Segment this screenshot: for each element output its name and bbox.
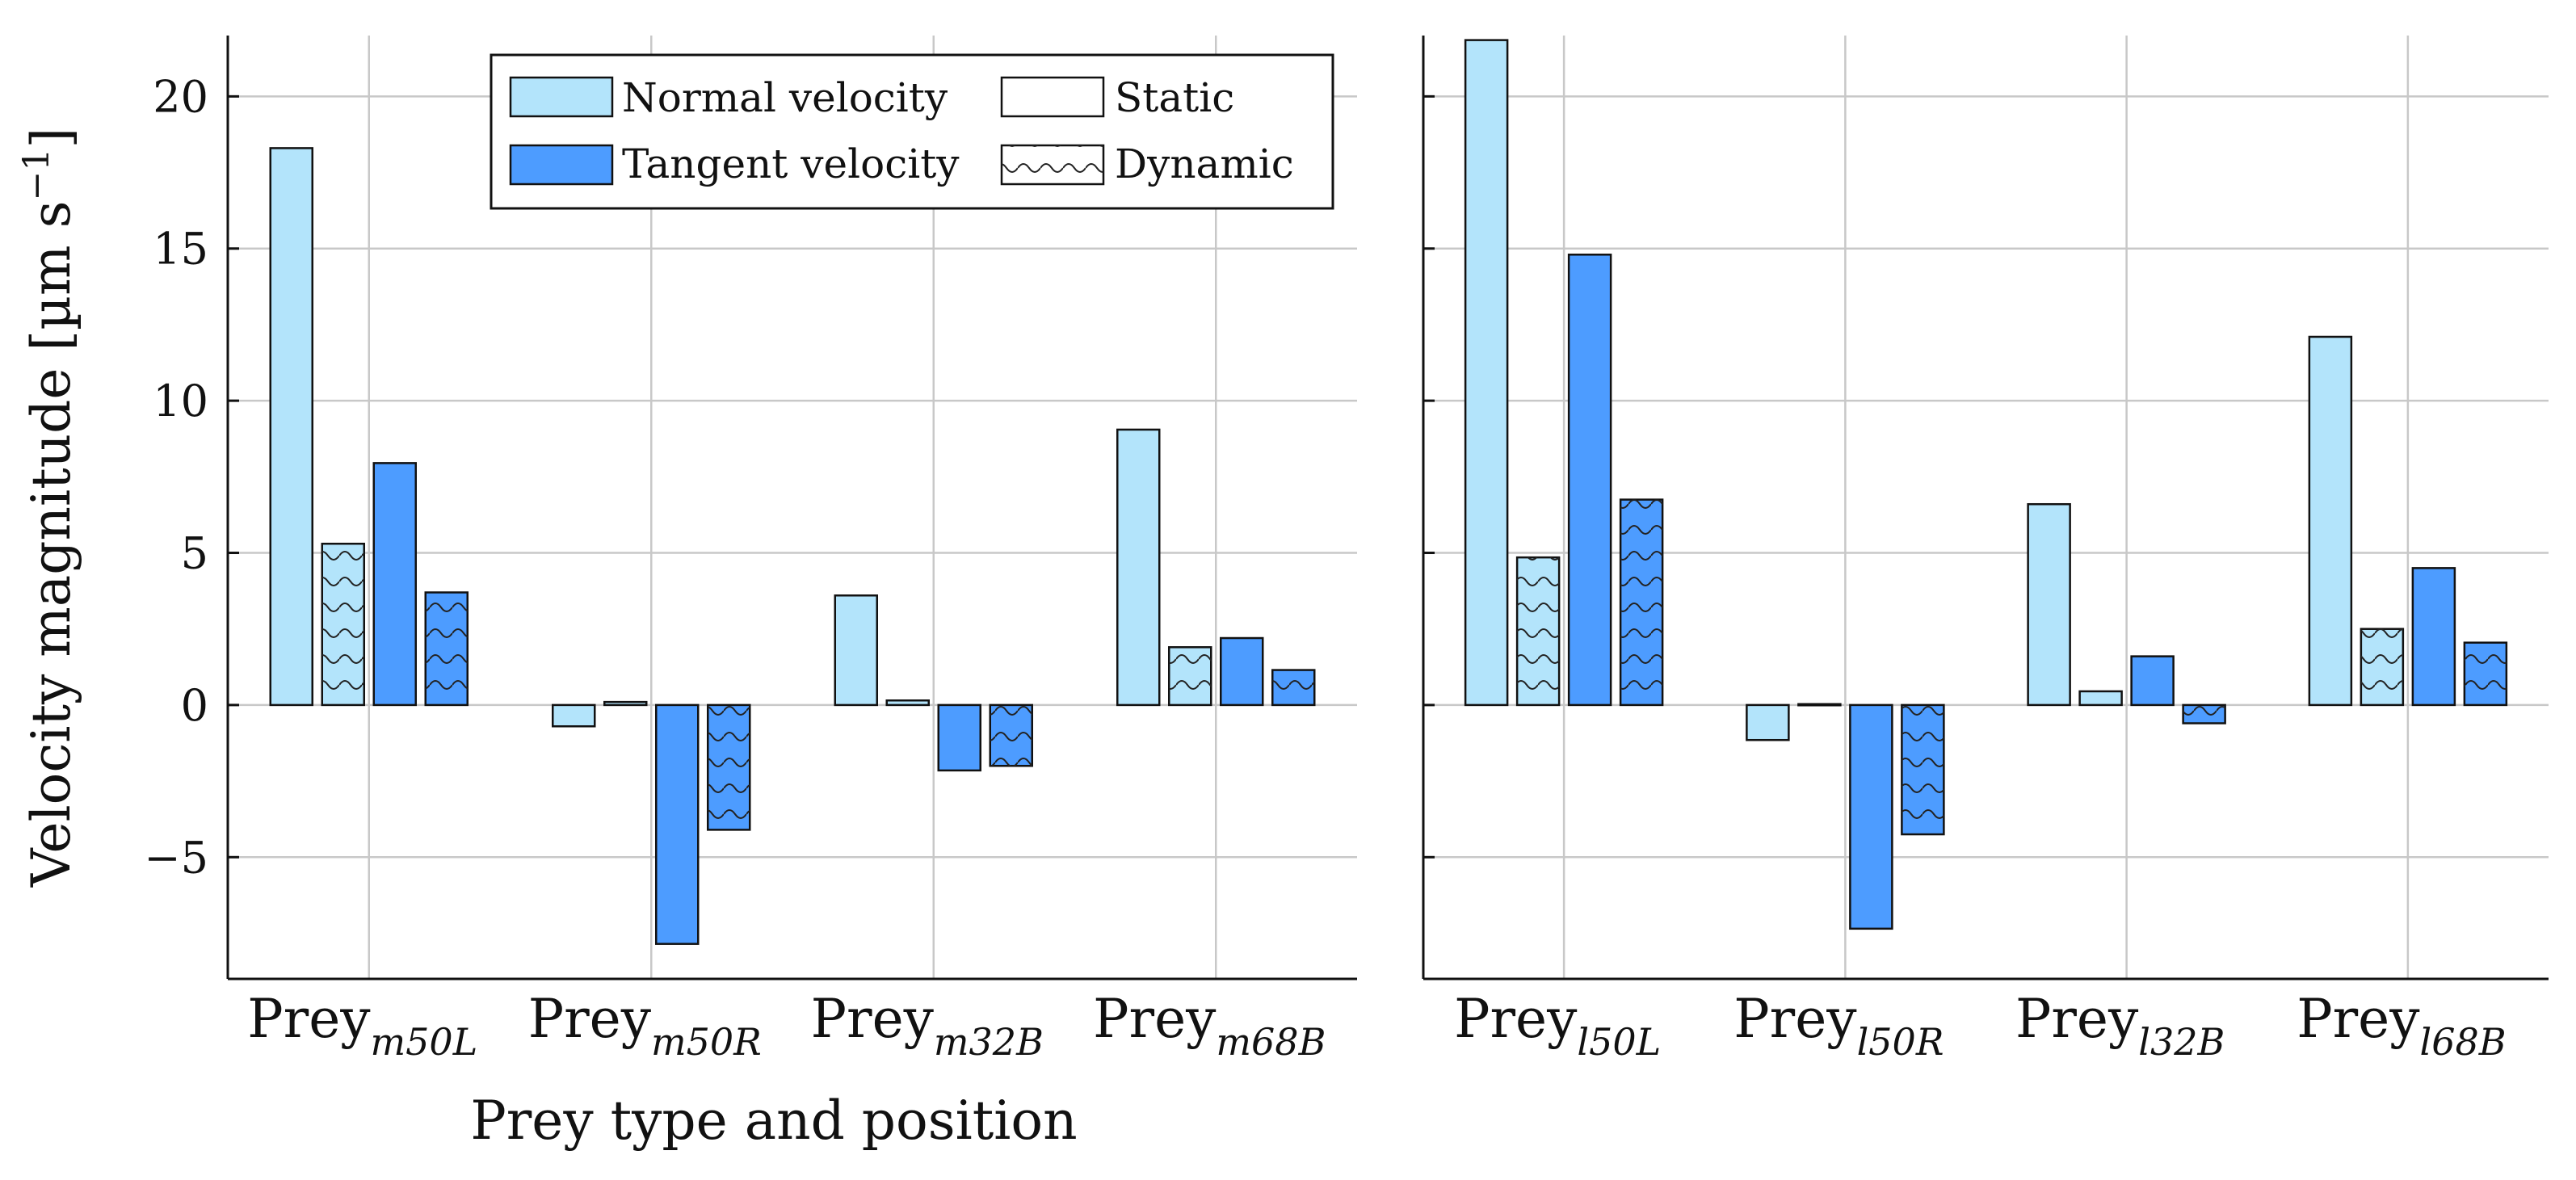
category-label-sub: l68B bbox=[2420, 1020, 2507, 1064]
category-label-base: Prey bbox=[1093, 988, 1217, 1050]
category-label: Preym68B bbox=[1093, 988, 1326, 1064]
x-axis-title: Prey type and position bbox=[470, 1090, 1077, 1152]
bar-hatch-tangent-dynamic-l68B bbox=[2464, 642, 2507, 705]
category-label: Preym50L bbox=[247, 988, 477, 1064]
category-label-base: Prey bbox=[528, 988, 652, 1050]
legend-swatch-hatch-dynamic bbox=[1002, 145, 1103, 184]
y-tick-label: 10 bbox=[153, 376, 208, 426]
category-label: Preyl50L bbox=[1454, 988, 1661, 1064]
category-label-sub: m32B bbox=[934, 1020, 1044, 1064]
category-label-sub: l50L bbox=[1577, 1020, 1661, 1064]
category-label-base: Prey bbox=[2297, 988, 2420, 1050]
category-label-base: Prey bbox=[247, 988, 371, 1050]
bar-tangent-static-m50L bbox=[372, 462, 417, 707]
bar-hatch-tangent-dynamic-m50L bbox=[425, 592, 468, 705]
category-label-sub: l50R bbox=[1857, 1020, 1944, 1064]
category-label-base: Prey bbox=[2015, 988, 2139, 1050]
category-label-sub: m50R bbox=[651, 1020, 762, 1064]
bar-hatch-tangent-dynamic-l50L bbox=[1620, 499, 1663, 705]
y-axis-title-exponent: −1 bbox=[16, 149, 57, 201]
category-label: Preyl68B bbox=[2297, 988, 2506, 1064]
legend-label-normal: Normal velocity bbox=[622, 74, 948, 121]
category-label: Preyl32B bbox=[2015, 988, 2225, 1064]
bar-tangent-static-m32B bbox=[937, 703, 981, 772]
category-label-sub: m50L bbox=[371, 1020, 478, 1064]
bar-normal-dynamic-m32B bbox=[885, 699, 930, 707]
y-tick-label: 15 bbox=[153, 224, 208, 275]
legend-label-dynamic: Dynamic bbox=[1115, 141, 1294, 187]
bar-hatch-tangent-dynamic-l50R bbox=[1902, 704, 1944, 835]
bar-hatch-tangent-dynamic-m68B bbox=[1272, 670, 1315, 705]
bar-tangent-static-m68B bbox=[1220, 636, 1264, 707]
category-label: Preym50R bbox=[528, 988, 762, 1064]
bar-normal-static-m68B bbox=[1116, 428, 1161, 707]
bar-hatch-normal-dynamic-l50L bbox=[1517, 557, 1560, 705]
category-label-base: Prey bbox=[1733, 988, 1857, 1050]
bar-normal-static-l68B bbox=[2308, 335, 2353, 707]
y-axis-title-close: ] bbox=[20, 128, 82, 149]
bar-tangent-static-l50L bbox=[1567, 254, 1612, 707]
bar-normal-dynamic-l50R bbox=[1797, 703, 1842, 707]
category-label-base: Prey bbox=[1454, 988, 1578, 1050]
category-label: Preyl50R bbox=[1733, 988, 1944, 1064]
bar-hatch-normal-dynamic-l32B bbox=[2079, 691, 2122, 705]
legend-box bbox=[490, 53, 1334, 210]
bar-hatch-tangent-dynamic-m50R bbox=[708, 704, 750, 830]
y-tick-label: −5 bbox=[144, 832, 208, 883]
bar-hatch-normal-dynamic-m68B bbox=[1169, 647, 1212, 705]
bar-hatch-tangent-dynamic-m32B bbox=[990, 704, 1032, 766]
bar-normal-static-m50L bbox=[269, 147, 313, 707]
category-label-base: Prey bbox=[811, 988, 935, 1050]
bar-normal-static-l32B bbox=[2027, 502, 2071, 707]
bar-tangent-static-l68B bbox=[2411, 567, 2456, 707]
y-tick-label: 5 bbox=[181, 528, 208, 579]
y-axis-title: Velocity magnitude [µm s−1] bbox=[16, 128, 82, 888]
legend-swatch-static bbox=[1000, 76, 1105, 118]
legend-label-tangent: Tangent velocity bbox=[622, 141, 960, 187]
bar-normal-static-l50L bbox=[1464, 39, 1509, 707]
category-label-sub: l32B bbox=[2138, 1020, 2225, 1064]
bar-hatch-normal-dynamic-m50L bbox=[321, 544, 364, 705]
bar-normal-dynamic-m50R bbox=[603, 700, 648, 707]
bar-hatch-normal-dynamic-l68B bbox=[2360, 628, 2403, 705]
y-axis-title-main: Velocity magnitude [µm s bbox=[20, 201, 82, 888]
legend-label-static: Static bbox=[1115, 74, 1234, 121]
bar-tangent-static-l32B bbox=[2130, 655, 2175, 707]
category-label-sub: m68B bbox=[1216, 1020, 1326, 1064]
bar-tangent-static-m50R bbox=[655, 703, 700, 945]
bar-normal-static-m50R bbox=[552, 703, 596, 728]
legend-swatch-tangent bbox=[509, 144, 614, 186]
category-label: Preym32B bbox=[811, 988, 1044, 1064]
legend-swatch-normal bbox=[509, 76, 614, 118]
bar-tangent-static-l50R bbox=[1849, 703, 1893, 930]
bar-normal-static-m32B bbox=[834, 594, 878, 707]
bar-hatch-tangent-dynamic-l32B bbox=[2183, 704, 2225, 724]
y-tick-label: 0 bbox=[181, 680, 208, 731]
bar-normal-static-l50R bbox=[1746, 703, 1790, 741]
y-tick-label: 20 bbox=[153, 71, 208, 122]
